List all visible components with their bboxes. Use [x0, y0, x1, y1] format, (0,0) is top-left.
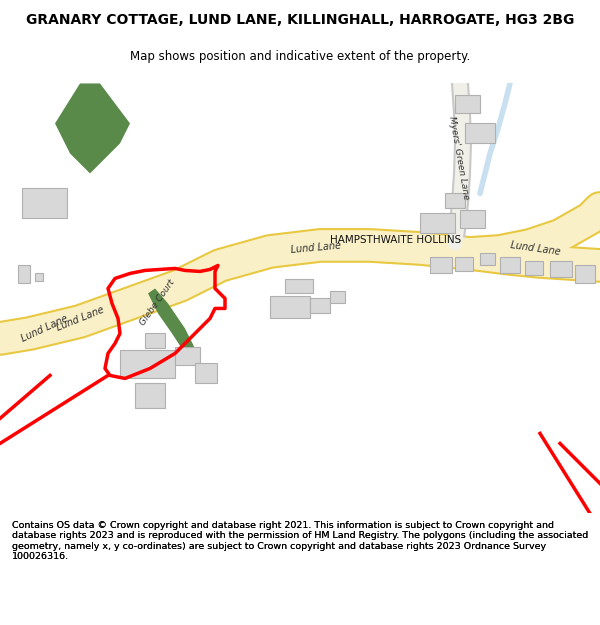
Text: Contains OS data © Crown copyright and database right 2021. This information is : Contains OS data © Crown copyright and d… — [12, 521, 588, 561]
FancyBboxPatch shape — [430, 258, 452, 274]
Text: Lund Lane: Lund Lane — [20, 313, 70, 344]
FancyBboxPatch shape — [120, 351, 175, 378]
FancyBboxPatch shape — [175, 348, 200, 366]
FancyBboxPatch shape — [22, 189, 67, 218]
FancyBboxPatch shape — [330, 291, 345, 303]
FancyBboxPatch shape — [145, 334, 165, 349]
FancyBboxPatch shape — [420, 213, 455, 233]
FancyBboxPatch shape — [575, 266, 595, 284]
FancyBboxPatch shape — [195, 363, 217, 383]
FancyBboxPatch shape — [18, 266, 30, 284]
Text: Lund Lane: Lund Lane — [510, 241, 562, 258]
FancyBboxPatch shape — [445, 194, 465, 209]
Text: Map shows position and indicative extent of the property.: Map shows position and indicative extent… — [130, 51, 470, 63]
FancyBboxPatch shape — [550, 261, 572, 278]
Text: GRANARY COTTAGE, LUND LANE, KILLINGHALL, HARROGATE, HG3 2BG: GRANARY COTTAGE, LUND LANE, KILLINGHALL,… — [26, 13, 574, 28]
FancyBboxPatch shape — [455, 96, 480, 113]
FancyBboxPatch shape — [270, 296, 310, 318]
FancyBboxPatch shape — [285, 279, 313, 294]
FancyBboxPatch shape — [465, 123, 495, 143]
FancyBboxPatch shape — [480, 254, 495, 266]
FancyBboxPatch shape — [35, 274, 43, 281]
Text: Glebe Court: Glebe Court — [138, 278, 176, 328]
Text: Lund Lane: Lund Lane — [290, 241, 341, 256]
FancyBboxPatch shape — [135, 383, 165, 409]
Text: HAMPSTHWAITE HOLLINS: HAMPSTHWAITE HOLLINS — [330, 236, 461, 246]
FancyBboxPatch shape — [310, 298, 330, 314]
Text: Contains OS data © Crown copyright and database right 2021. This information is : Contains OS data © Crown copyright and d… — [12, 521, 588, 561]
FancyBboxPatch shape — [525, 261, 543, 276]
FancyBboxPatch shape — [455, 258, 473, 271]
FancyBboxPatch shape — [460, 211, 485, 228]
Text: Lund Lane: Lund Lane — [55, 304, 106, 332]
Text: Myers' Green Lane: Myers' Green Lane — [447, 116, 470, 201]
FancyBboxPatch shape — [500, 258, 520, 274]
